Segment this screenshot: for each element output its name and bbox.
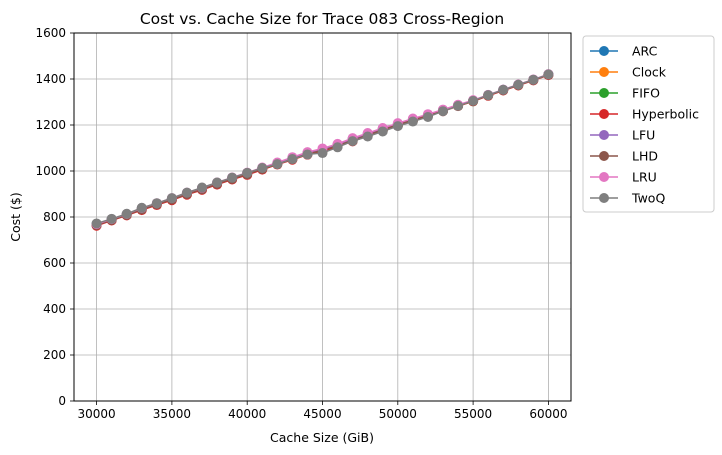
x-tick-label: 50000: [379, 407, 417, 421]
legend-swatch-marker: [599, 88, 609, 98]
legend-item-lhd: LHD: [590, 149, 658, 164]
data-point-twoq: [377, 126, 388, 137]
legend-item-lfu: LFU: [590, 128, 655, 143]
data-point-twoq: [121, 208, 132, 219]
legend-item-twoq: TwoQ: [590, 191, 665, 206]
legend-swatch-marker: [599, 46, 609, 56]
data-point-twoq: [407, 116, 418, 127]
data-series: [91, 69, 554, 231]
data-point-twoq: [197, 182, 208, 193]
x-tick-label: 45000: [303, 407, 341, 421]
y-axis: 0 200 400 600 800 1000 1200 1400 1600: [35, 26, 74, 408]
data-point-twoq: [498, 84, 509, 95]
series-twoq: [91, 69, 554, 229]
data-point-twoq: [272, 159, 283, 170]
chart-title: Cost vs. Cache Size for Trace 083 Cross-…: [140, 10, 504, 28]
legend-label: FIFO: [632, 86, 660, 101]
y-tick-label: 1200: [35, 118, 66, 132]
legend-label: Hyperbolic: [632, 107, 699, 122]
y-axis-label: Cost ($): [8, 192, 23, 241]
data-point-twoq: [287, 154, 298, 165]
y-tick-label: 1600: [35, 26, 66, 40]
y-tick-label: 600: [43, 256, 66, 270]
legend-label: LHD: [632, 149, 658, 164]
data-point-twoq: [91, 218, 102, 229]
data-point-twoq: [106, 213, 117, 224]
data-point-twoq: [437, 106, 448, 117]
legend-item-hyperbolic: Hyperbolic: [590, 107, 699, 122]
y-tick-label: 1000: [35, 164, 66, 178]
x-tick-label: 30000: [77, 407, 115, 421]
legend-label: LFU: [632, 128, 655, 143]
legend-label: LRU: [632, 170, 657, 185]
data-point-twoq: [362, 131, 373, 142]
data-point-twoq: [181, 187, 192, 198]
data-point-twoq: [528, 74, 539, 85]
legend-swatch-marker: [599, 67, 609, 77]
legend-item-arc: ARC: [590, 44, 658, 59]
data-point-twoq: [257, 163, 268, 174]
x-tick-label: 55000: [454, 407, 492, 421]
y-tick-label: 1400: [35, 72, 66, 86]
data-point-twoq: [136, 202, 147, 213]
data-point-twoq: [453, 100, 464, 111]
data-point-twoq: [332, 142, 343, 153]
data-point-twoq: [242, 167, 253, 178]
legend-swatch-marker: [599, 151, 609, 161]
legend-swatch-marker: [599, 109, 609, 119]
data-point-twoq: [227, 172, 238, 183]
legend-item-lru: LRU: [590, 170, 657, 185]
legend-box: [582, 35, 715, 213]
data-point-twoq: [422, 111, 433, 122]
y-tick-label: 800: [43, 210, 66, 224]
y-tick-label: 400: [43, 302, 66, 316]
legend-swatch-marker: [599, 172, 609, 182]
data-point-twoq: [483, 90, 494, 101]
data-point-twoq: [302, 149, 313, 160]
x-tick-label: 60000: [529, 407, 567, 421]
x-axis-label: Cache Size (GiB): [270, 430, 374, 445]
data-point-twoq: [513, 79, 524, 90]
y-tick-label: 200: [43, 348, 66, 362]
x-tick-label: 35000: [153, 407, 191, 421]
x-tick-label: 40000: [228, 407, 266, 421]
legend-item-fifo: FIFO: [590, 86, 660, 101]
legend-swatch-marker: [599, 193, 609, 203]
x-axis: 30000 35000 40000 45000 50000 55000 60000: [77, 401, 568, 421]
legend-label: ARC: [632, 44, 658, 59]
legend-item-clock: Clock: [590, 65, 667, 80]
y-tick-label: 0: [58, 394, 66, 408]
data-point-twoq: [317, 148, 328, 159]
legend-label: TwoQ: [631, 191, 665, 206]
data-point-twoq: [468, 95, 479, 106]
data-point-twoq: [166, 193, 177, 204]
data-point-twoq: [543, 69, 554, 80]
data-point-twoq: [392, 121, 403, 132]
legend-swatch-marker: [599, 130, 609, 140]
legend-label: Clock: [632, 65, 667, 80]
legend: ARC Clock FIFO Hyperbolic LFU LHD LRU TwoQ: [582, 35, 715, 213]
data-point-twoq: [347, 136, 358, 147]
data-point-twoq: [212, 177, 223, 188]
data-point-twoq: [151, 198, 162, 209]
